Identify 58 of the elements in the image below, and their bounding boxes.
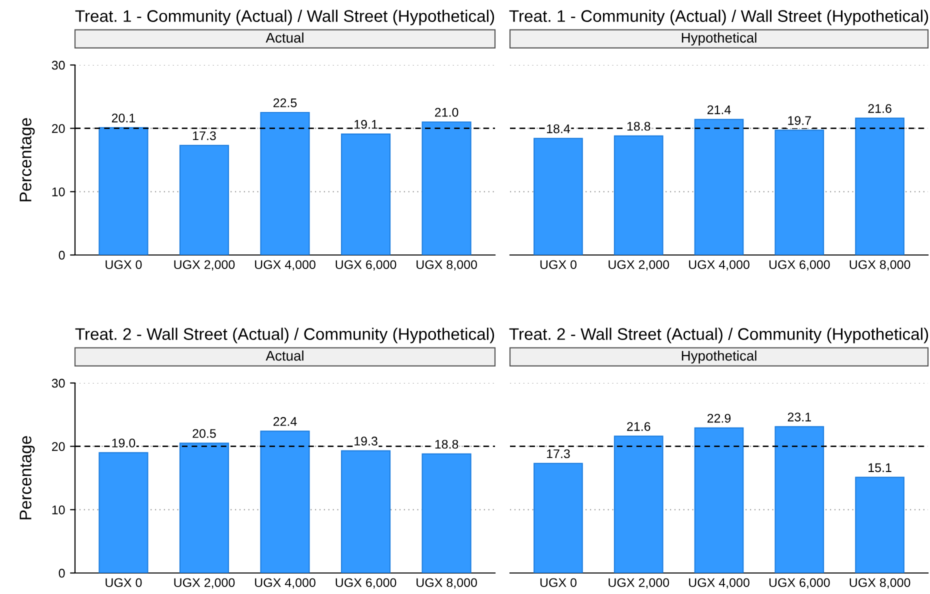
x-tick-label: UGX 8,000 (850, 578, 910, 589)
y-tick-label: 0 (58, 568, 65, 578)
x-tick-label: UGX 6,000 (769, 260, 830, 271)
y-tick-label: 20 (52, 442, 65, 451)
chart-title: Treat. 2 - Wall Street (Actual) / Community (Hypothetical) (509, 328, 928, 344)
y-axis-title: Percentage (20, 118, 35, 202)
x-tick-label: UGX 2,000 (174, 578, 235, 589)
y-tick-label: 20 (52, 124, 65, 133)
data-label: 18.8 (435, 440, 458, 449)
x-tick-label: UGX 8,000 (850, 260, 910, 271)
y-tick-label: 30 (52, 60, 65, 70)
x-tick-label: UGX 0 (540, 260, 576, 270)
y-tick-label: 30 (52, 378, 65, 388)
y-tick-label: 10 (52, 187, 65, 196)
chart-subtitle: Actual (266, 350, 304, 361)
x-tick-label: UGX 0 (540, 578, 576, 588)
data-label: 21.6 (627, 422, 650, 431)
data-label: 17.3 (193, 131, 216, 140)
x-tick-label: UGX 0 (106, 578, 142, 588)
data-label: 17.3 (547, 449, 570, 458)
x-tick-label: UGX 4,000 (255, 260, 316, 271)
x-tick-label: UGX 2,000 (174, 260, 235, 271)
x-tick-label: UGX 6,000 (336, 578, 396, 589)
data-label: 23.1 (788, 412, 811, 422)
data-label: 22.5 (273, 98, 297, 108)
chart-subtitle: Hypothetical (682, 32, 756, 46)
chart-title: Treat. 1 - Community (Actual) / Wall Street (Hypothetical) (509, 10, 928, 26)
x-tick-label: UGX 8,000 (416, 260, 477, 271)
y-tick-label: 0 (58, 250, 65, 260)
data-label: 21.0 (435, 108, 458, 117)
data-label: 21.6 (868, 104, 892, 113)
data-label: 19.1 (354, 120, 378, 129)
x-tick-label: UGX 4,000 (689, 260, 750, 271)
data-label: 19.7 (788, 116, 811, 125)
data-label: 20.5 (192, 429, 216, 438)
x-tick-label: UGX 2,000 (608, 578, 670, 589)
data-label: 21.4 (707, 105, 731, 114)
data-label: 18.4 (547, 124, 570, 134)
data-label: 18.8 (627, 122, 650, 131)
data-label: 15.1 (868, 463, 892, 472)
chart-subtitle: Hypothetical (682, 350, 756, 364)
x-tick-label: UGX 6,000 (769, 578, 830, 589)
data-label: 19.0 (112, 438, 136, 448)
x-tick-label: UGX 0 (106, 260, 142, 270)
chart-title: Treat. 2 - Wall Street (Actual) / Community (Hypothetical) (75, 328, 494, 344)
data-label: 20.1 (112, 114, 136, 122)
chart-title: Treat. 1 - Community (Actual) / Wall Street (Hypothetical) (75, 10, 494, 26)
y-axis-title: Percentage (20, 436, 35, 520)
x-tick-label: UGX 6,000 (336, 260, 396, 271)
x-tick-label: UGX 2,000 (608, 260, 670, 271)
x-tick-label: UGX 4,000 (689, 578, 750, 589)
y-tick-label: 10 (52, 505, 65, 514)
x-tick-label: UGX 8,000 (416, 578, 477, 589)
data-label: 22.4 (273, 417, 297, 426)
data-label: 19.3 (354, 436, 378, 446)
data-label: 22.9 (707, 414, 731, 423)
chart-subtitle: Actual (266, 32, 304, 43)
x-tick-label: UGX 4,000 (255, 578, 316, 589)
